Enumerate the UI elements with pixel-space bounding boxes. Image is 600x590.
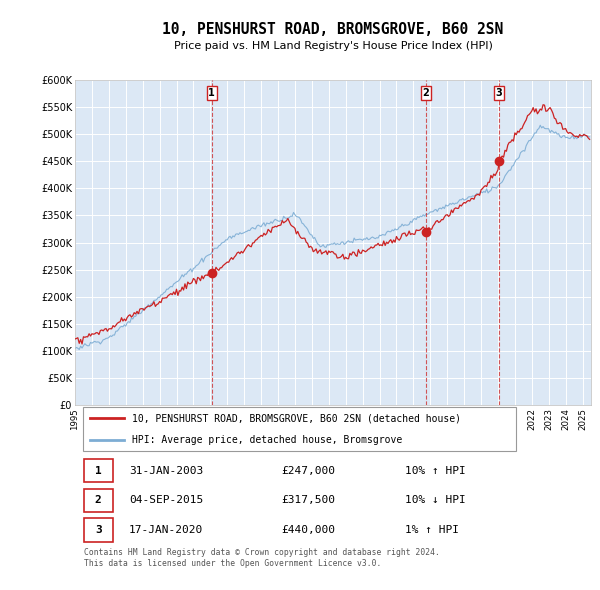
Text: 10% ↓ HPI: 10% ↓ HPI bbox=[405, 496, 466, 506]
FancyBboxPatch shape bbox=[84, 459, 113, 483]
Text: £440,000: £440,000 bbox=[281, 525, 335, 535]
Text: 10% ↑ HPI: 10% ↑ HPI bbox=[405, 466, 466, 476]
Text: 3: 3 bbox=[95, 525, 101, 535]
Text: 2: 2 bbox=[422, 88, 430, 98]
Text: 2: 2 bbox=[95, 496, 101, 506]
Text: £317,500: £317,500 bbox=[281, 496, 335, 506]
FancyBboxPatch shape bbox=[84, 519, 113, 542]
Text: 1: 1 bbox=[95, 466, 101, 476]
Text: 10, PENSHURST ROAD, BROMSGROVE, B60 2SN: 10, PENSHURST ROAD, BROMSGROVE, B60 2SN bbox=[163, 22, 503, 37]
FancyBboxPatch shape bbox=[83, 407, 516, 451]
Text: Price paid vs. HM Land Registry's House Price Index (HPI): Price paid vs. HM Land Registry's House … bbox=[173, 41, 493, 51]
Text: 31-JAN-2003: 31-JAN-2003 bbox=[129, 466, 203, 476]
Text: 17-JAN-2020: 17-JAN-2020 bbox=[129, 525, 203, 535]
Text: 3: 3 bbox=[496, 88, 502, 98]
Text: 04-SEP-2015: 04-SEP-2015 bbox=[129, 496, 203, 506]
FancyBboxPatch shape bbox=[84, 489, 113, 512]
Text: HPI: Average price, detached house, Bromsgrove: HPI: Average price, detached house, Brom… bbox=[132, 435, 402, 445]
Text: 1: 1 bbox=[208, 88, 215, 98]
Text: £247,000: £247,000 bbox=[281, 466, 335, 476]
Text: 1% ↑ HPI: 1% ↑ HPI bbox=[405, 525, 459, 535]
Text: Contains HM Land Registry data © Crown copyright and database right 2024.
This d: Contains HM Land Registry data © Crown c… bbox=[84, 548, 440, 568]
Text: 10, PENSHURST ROAD, BROMSGROVE, B60 2SN (detached house): 10, PENSHURST ROAD, BROMSGROVE, B60 2SN … bbox=[132, 413, 461, 423]
